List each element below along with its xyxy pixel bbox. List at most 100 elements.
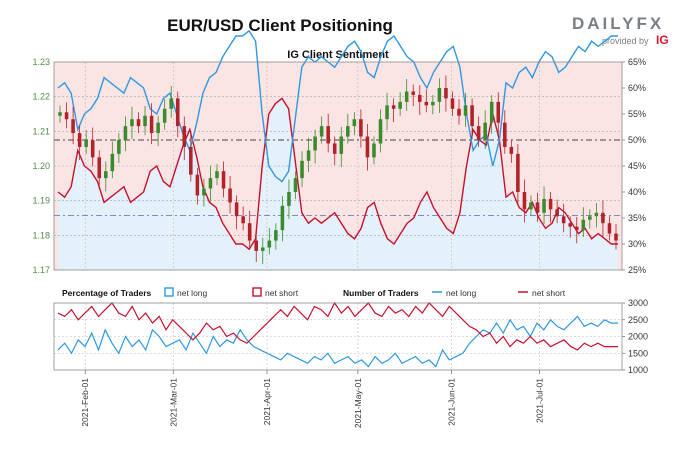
percent-tick-label: 35% — [628, 213, 646, 223]
candle-body — [195, 174, 200, 196]
candle-body — [149, 115, 154, 134]
candle-body — [463, 105, 468, 116]
count-tick-label: 2000 — [628, 332, 648, 342]
candle-body — [601, 212, 605, 224]
price-tick-label: 1.18 — [32, 230, 50, 240]
candle-body — [84, 140, 88, 147]
candle-body — [529, 202, 533, 210]
candle-body — [182, 126, 187, 147]
legend-net-long-count-label: net long — [446, 288, 477, 298]
candle-body — [457, 108, 461, 116]
candle-body — [391, 105, 396, 109]
candle-body — [58, 112, 62, 116]
percent-tick-label: 55% — [628, 109, 646, 119]
candle-body — [555, 209, 559, 217]
candle-body — [437, 88, 442, 102]
legend-net-long-label: net long — [177, 288, 208, 298]
candle-body — [90, 140, 95, 158]
candle-body — [417, 94, 422, 102]
candle-body — [542, 198, 546, 213]
candle-body — [64, 112, 69, 120]
candle-body — [136, 119, 141, 127]
x-tick-label: 2021-May-01 — [353, 378, 363, 428]
candle-body — [319, 126, 324, 137]
candle-body — [372, 143, 376, 158]
candle-body — [104, 171, 108, 179]
candle-body — [378, 119, 383, 144]
logo-ig-brand: IG — [656, 33, 669, 47]
legend-net-short-count-label: net short — [532, 288, 566, 298]
candle-body — [561, 216, 566, 224]
candle-body — [581, 219, 586, 231]
candle-body — [280, 205, 285, 231]
candle-body — [574, 226, 579, 231]
candle-body — [156, 122, 160, 134]
candle-body — [130, 119, 134, 127]
percent-tick-label: 40% — [628, 187, 646, 197]
candle-body — [234, 202, 239, 217]
candle-body — [365, 136, 370, 158]
candle-body — [162, 108, 167, 123]
candle-body — [470, 105, 474, 127]
candle-body — [346, 126, 350, 137]
x-tick-label: 2021-Mar-01 — [168, 378, 178, 427]
candle-body — [260, 247, 265, 251]
percent-tick-label: 30% — [628, 239, 646, 249]
candle-body — [215, 171, 219, 179]
x-tick-label: 2021-Jul-01 — [535, 378, 545, 423]
price-tick-label: 1.19 — [32, 196, 50, 206]
count-tick-label: 3000 — [628, 298, 648, 308]
candle-body — [522, 192, 527, 210]
candle-body — [424, 101, 429, 106]
page-title: EUR/USD Client Positioning — [167, 16, 393, 35]
price-tick-label: 1.22 — [32, 92, 50, 102]
candle-body — [293, 178, 298, 192]
candle-body — [287, 192, 291, 206]
count-tick-label: 2500 — [628, 315, 648, 325]
candle-body — [431, 101, 435, 106]
candle-body — [254, 240, 259, 251]
legend-percentage-heading: Percentage of Traders — [62, 288, 152, 298]
candle-body — [247, 223, 252, 241]
candle-body — [535, 202, 540, 213]
candle-body — [274, 230, 278, 241]
candle-body — [516, 153, 520, 192]
candle-body — [385, 105, 389, 120]
bottom-panel-frame — [53, 302, 623, 371]
candle-body — [143, 115, 147, 127]
candle-body — [267, 240, 272, 248]
percent-tick-label: 65% — [628, 57, 646, 67]
candle-body — [483, 122, 487, 140]
candle-body — [614, 233, 618, 241]
count-tick-label: 1500 — [628, 348, 648, 358]
chart-subtitle: IG Client Sentiment — [287, 49, 389, 61]
candle-body — [221, 171, 226, 189]
candle-body — [332, 143, 337, 154]
candle-body — [300, 160, 304, 179]
legend-net-short-label: net short — [265, 288, 299, 298]
percent-tick-label: 25% — [628, 265, 646, 275]
candle-body — [509, 146, 514, 154]
candle-body — [241, 216, 245, 224]
candle-body — [117, 140, 121, 154]
candle-body — [169, 98, 173, 109]
candle-body — [189, 146, 193, 175]
candle-body — [71, 119, 75, 134]
candle-body — [352, 119, 357, 127]
candle-body — [398, 101, 402, 109]
candle-body — [607, 223, 612, 234]
candle-body — [110, 153, 115, 172]
legend-number-heading: Number of Traders — [343, 288, 419, 298]
dailyfx-logo: DAILYFX provided by IG — [572, 14, 672, 54]
candle-body — [77, 133, 82, 147]
percent-tick-label: 45% — [628, 161, 646, 171]
candle-body — [326, 126, 330, 144]
candle-body — [548, 198, 553, 210]
candle-body — [123, 126, 128, 140]
candle-body — [306, 150, 311, 161]
candle-body — [594, 212, 599, 217]
legend-net-short-box — [252, 287, 262, 297]
x-tick-label: 2021-Jun-01 — [447, 378, 457, 426]
candle-body — [97, 157, 102, 179]
